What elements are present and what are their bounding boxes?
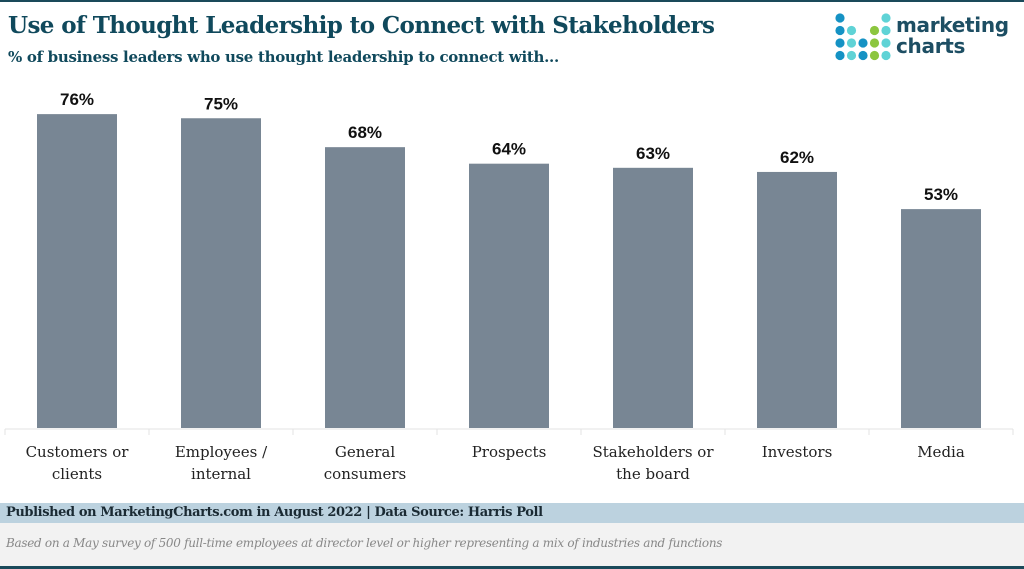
bar (757, 171, 837, 428)
category-label-line: Stakeholders or (592, 443, 714, 461)
bar-value-label: 63% (636, 144, 670, 163)
chart-title: Use of Thought Leadership to Connect wit… (8, 12, 715, 39)
category-label: Employees / internal (175, 443, 268, 483)
category-label: General consumers (324, 443, 406, 483)
category-label-line: Media (917, 443, 965, 461)
footer-note-bar: Based on a May survey of 500 full-time e… (0, 523, 1024, 566)
bar-value-label: 62% (780, 148, 814, 167)
logo-dot (881, 25, 891, 36)
logo-dot (835, 50, 845, 61)
bar-value-label: 76% (60, 90, 94, 109)
bar-value-label: 68% (348, 123, 382, 142)
category-label-line: Customers or (26, 443, 130, 461)
bar (37, 114, 117, 428)
category-label-line: internal (191, 465, 251, 483)
logo-dot (835, 38, 845, 48)
category-label-line: clients (52, 465, 102, 483)
logo-wordmark: marketing charts (896, 15, 1009, 57)
footer-source-bar: Published on MarketingCharts.com in Augu… (0, 503, 1024, 523)
logo-dot (846, 38, 857, 48)
logo-dot (835, 25, 845, 36)
category-label-line: Investors (762, 443, 833, 461)
logo-dot (858, 38, 868, 48)
category-label: Customers or clients (26, 443, 130, 483)
category-label-line: General (335, 443, 396, 461)
logo-dot (881, 13, 891, 23)
logo-text-line2: charts (896, 34, 966, 58)
category-label-line: consumers (324, 465, 406, 483)
category-label: Media (917, 443, 965, 461)
bar (901, 209, 981, 428)
bar-value-label: 53% (924, 185, 958, 204)
category-label: Stakeholders or the board (592, 443, 714, 483)
bottom-border (0, 566, 1024, 569)
top-border (0, 0, 1024, 2)
logo-dot (835, 13, 845, 23)
category-label: Investors (762, 443, 833, 461)
bars: 76% 75% 68% 64% 63% 62% 53% (37, 90, 981, 428)
marketingcharts-logo: marketing charts (834, 12, 1024, 67)
bar (325, 147, 405, 428)
source-text: Published on MarketingCharts.com in Augu… (6, 505, 543, 520)
bar-value-label: 64% (492, 140, 526, 159)
logo-dot (869, 38, 880, 48)
bar (181, 118, 261, 428)
logo-text-line1: marketing (896, 13, 1009, 37)
bar-value-label: 75% (204, 94, 238, 113)
logo-dot (869, 50, 880, 61)
category-label-line: the board (616, 465, 690, 483)
logo-dot (869, 25, 880, 36)
category-label-line: Prospects (472, 443, 547, 461)
chart-subtitle: % of business leaders who use thought le… (8, 48, 559, 66)
dot-grid-logo-icon (835, 13, 891, 61)
bar (469, 163, 549, 428)
category-label-line: Employees / (175, 443, 268, 461)
bar-chart: 76% 75% 68% 64% 63% 62% 53% Customers or clients… (4, 90, 1014, 483)
bar (613, 167, 693, 428)
logo-dot (881, 50, 891, 61)
logo-dot (858, 50, 868, 61)
category-label: Prospects (472, 443, 547, 461)
methodology-note: Based on a May survey of 500 full-time e… (6, 536, 723, 550)
logo-dot (881, 38, 891, 48)
logo-dot (846, 25, 857, 36)
logo-dot (846, 50, 857, 61)
